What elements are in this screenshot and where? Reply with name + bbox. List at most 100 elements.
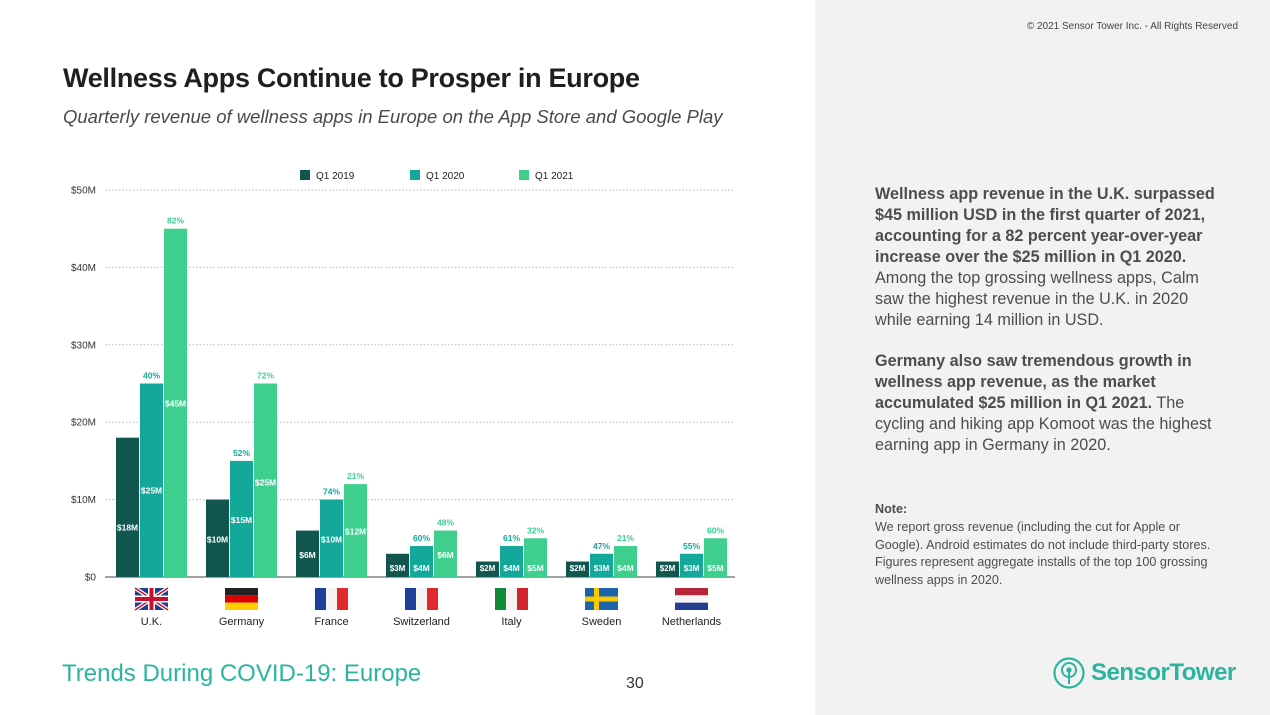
bar-value-label: $3M <box>594 564 610 573</box>
bar-value-label: $4M <box>503 563 520 573</box>
legend-label: Q1 2021 <box>535 171 574 182</box>
bar <box>320 499 343 577</box>
country-label: Germany <box>219 616 265 628</box>
legend-label: Q1 2019 <box>316 171 355 182</box>
bar-value-label: $10M <box>321 534 342 544</box>
legend-swatch <box>300 170 310 180</box>
bar <box>656 561 679 577</box>
growth-label: 61% <box>503 533 520 543</box>
copyright: © 2021 Sensor Tower Inc. - All Rights Re… <box>1026 21 1238 32</box>
bar-value-label: $4M <box>617 563 634 573</box>
bar <box>500 546 523 577</box>
legend-label: Q1 2020 <box>426 171 465 182</box>
bar <box>410 546 433 577</box>
country-label: Sweden <box>582 616 622 628</box>
insight-germany-regular: The cycling and hiking app Komoot was th… <box>875 394 1212 454</box>
bar <box>434 530 457 577</box>
bar <box>566 561 589 577</box>
bar <box>164 228 187 577</box>
insight-uk-regular: Among the top grossing wellness apps, Ca… <box>875 269 1199 329</box>
bar-value-label: $4M <box>413 563 430 573</box>
note: Note: We report gross revenue (including… <box>875 501 1215 590</box>
bar-value-label: $6M <box>299 550 316 560</box>
uk-flag-icon <box>133 586 170 612</box>
country-label: France <box>314 616 348 628</box>
sweden-flag-icon <box>585 588 618 610</box>
bar-value-label: $2M <box>570 564 586 573</box>
bar <box>704 538 727 577</box>
growth-label: 60% <box>707 525 724 535</box>
page-number: 30 <box>626 675 644 692</box>
bar-value-label: $5M <box>527 563 544 573</box>
bar-value-label: $15M <box>231 515 252 525</box>
bar <box>386 553 409 577</box>
logo-text: SensorTower <box>1091 659 1236 686</box>
bar <box>614 546 637 577</box>
bar <box>344 484 367 577</box>
growth-label: 32% <box>527 525 544 535</box>
bar-value-label: $10M <box>207 534 228 544</box>
y-tick-label: $50M <box>71 186 96 197</box>
country-label: U.K. <box>141 616 162 628</box>
bar-value-label: $3M <box>684 564 700 573</box>
france-flag-icon <box>315 588 348 610</box>
growth-label: 52% <box>233 448 250 458</box>
bar <box>524 538 547 577</box>
bar-value-label: $3M <box>390 564 406 573</box>
insight-uk-bold: Wellness app revenue in the U.K. surpass… <box>875 185 1215 266</box>
growth-label: 60% <box>413 533 430 543</box>
legend-swatch <box>519 170 529 180</box>
bar-value-label: $2M <box>480 564 496 573</box>
bar <box>254 383 277 577</box>
bar <box>230 460 253 577</box>
growth-label: 74% <box>323 487 340 497</box>
growth-label: 40% <box>143 371 160 381</box>
bar-value-label: $18M <box>117 523 138 533</box>
revenue-bar-chart: $0 $10M $20M $30M $40M $50M Q1 2019 Q1 2020 Q1 2… <box>71 170 735 628</box>
bar <box>680 553 703 577</box>
y-tick-label: $10M <box>71 495 96 506</box>
growth-label: 21% <box>347 471 364 481</box>
growth-label: 21% <box>617 533 634 543</box>
y-tick-label: $30M <box>71 340 96 351</box>
insight-germany-bold: Germany also saw tremendous growth in we… <box>875 352 1192 412</box>
bar-value-label: $25M <box>141 486 162 496</box>
growth-label: 47% <box>593 541 610 551</box>
bar-value-label: $6M <box>437 550 454 560</box>
y-tick-label: $20M <box>71 418 96 429</box>
bar <box>296 530 319 577</box>
footer-title: Trends During COVID-19: Europe <box>62 660 422 687</box>
bar-value-label: $2M <box>660 564 676 573</box>
legend-swatch <box>410 170 420 180</box>
right-panel <box>815 0 1270 715</box>
bar-value-label: $25M <box>255 478 276 488</box>
bar <box>590 553 613 577</box>
y-tick-label: $40M <box>71 263 96 274</box>
note-label: Note: <box>875 502 908 516</box>
insight-uk: Wellness app revenue in the U.K. surpass… <box>875 184 1220 331</box>
bar <box>206 499 229 577</box>
growth-label: 55% <box>683 541 700 551</box>
country-label: Netherlands <box>662 616 722 628</box>
growth-label: 82% <box>167 216 184 226</box>
country-label: Italy <box>501 616 522 628</box>
bar <box>140 383 163 577</box>
page-title: Wellness Apps Continue to Prosper in Eur… <box>63 63 640 93</box>
germany-flag-icon <box>225 588 258 610</box>
bar <box>116 437 139 577</box>
bar-value-label: $5M <box>707 563 724 573</box>
insight-germany: Germany also saw tremendous growth in we… <box>875 351 1220 456</box>
note-text: We report gross revenue (including the c… <box>875 519 1211 588</box>
bar-value-label: $45M <box>165 399 186 409</box>
growth-label: 72% <box>257 371 274 381</box>
sensor-tower-logo-icon <box>1053 657 1085 689</box>
italy-flag-icon <box>495 588 528 610</box>
country-label: Switzerland <box>393 616 450 628</box>
netherlands-flag-icon <box>675 588 708 610</box>
bar <box>476 561 499 577</box>
growth-label: 48% <box>437 518 454 528</box>
sensor-tower-logo: SensorTower <box>1053 657 1236 689</box>
switzerland-flag-icon <box>405 588 438 610</box>
bar-value-label: $12M <box>345 527 366 537</box>
page-subtitle: Quarterly revenue of wellness apps in Eu… <box>63 106 723 127</box>
